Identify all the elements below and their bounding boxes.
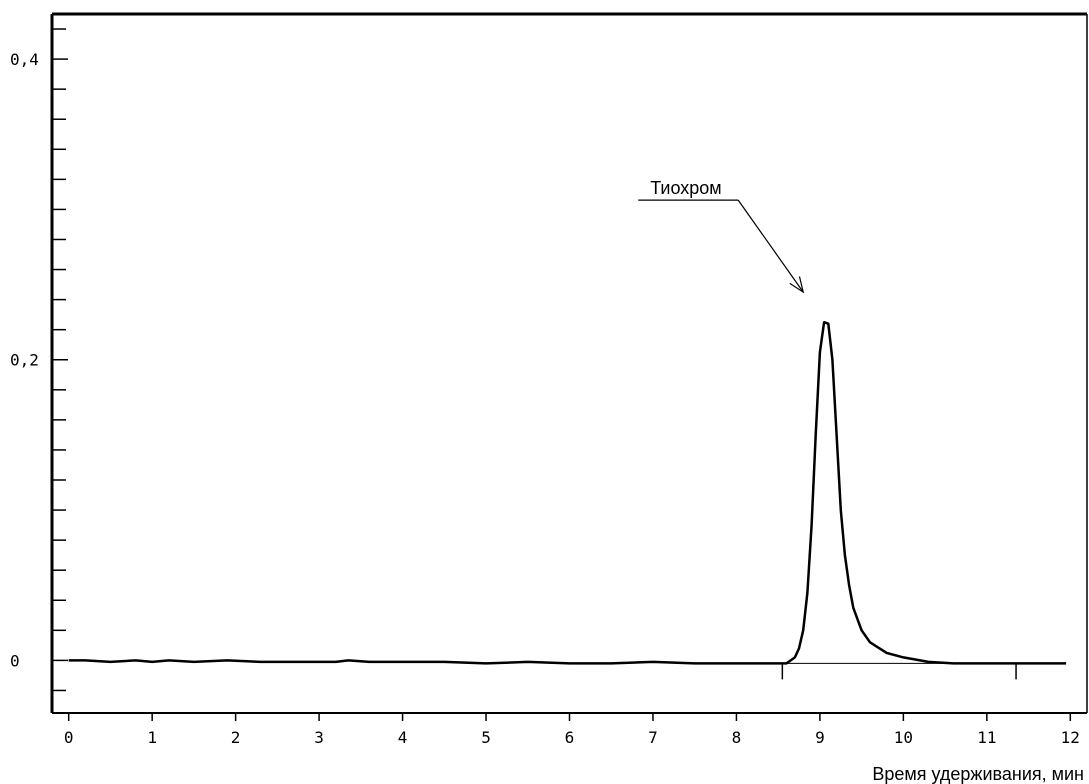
x-tick-label: 3 <box>314 728 324 747</box>
x-tick-label: 9 <box>815 728 825 747</box>
x-tick-label: 8 <box>732 728 742 747</box>
x-axis-title: Время удерживания, мин <box>872 764 1084 784</box>
labels-layer: Время удерживания, мин <box>872 764 1084 784</box>
y-tick-label: 0,2 <box>10 351 39 370</box>
x-tick-label: 5 <box>481 728 491 747</box>
x-tick-label: 6 <box>565 728 575 747</box>
y-tick-label: 0 <box>10 651 20 670</box>
x-tick-label: 10 <box>894 728 913 747</box>
x-tick-label: 1 <box>147 728 157 747</box>
annotation-label: Тиохром <box>650 178 721 198</box>
x-tick-label: 0 <box>64 728 74 747</box>
chromatogram-line <box>68 320 1067 665</box>
x-tick-label: 7 <box>648 728 658 747</box>
x-tick-label: 4 <box>398 728 408 747</box>
x-tick-label: 12 <box>1061 728 1080 747</box>
x-tick-label: 11 <box>977 728 996 747</box>
axes: 00,20,40 1 2 3 4 5 6 7 8 9 10 11 12 <box>10 12 1088 747</box>
series-layer <box>68 320 1067 665</box>
peak-baseline-layer <box>781 662 1017 680</box>
x-tick-label: 2 <box>231 728 241 747</box>
annotation-leader <box>737 199 804 293</box>
y-tick-label: 0,4 <box>10 50 39 69</box>
annotation-arrowhead <box>789 276 805 294</box>
annotation-layer: Тиохром <box>638 178 805 294</box>
